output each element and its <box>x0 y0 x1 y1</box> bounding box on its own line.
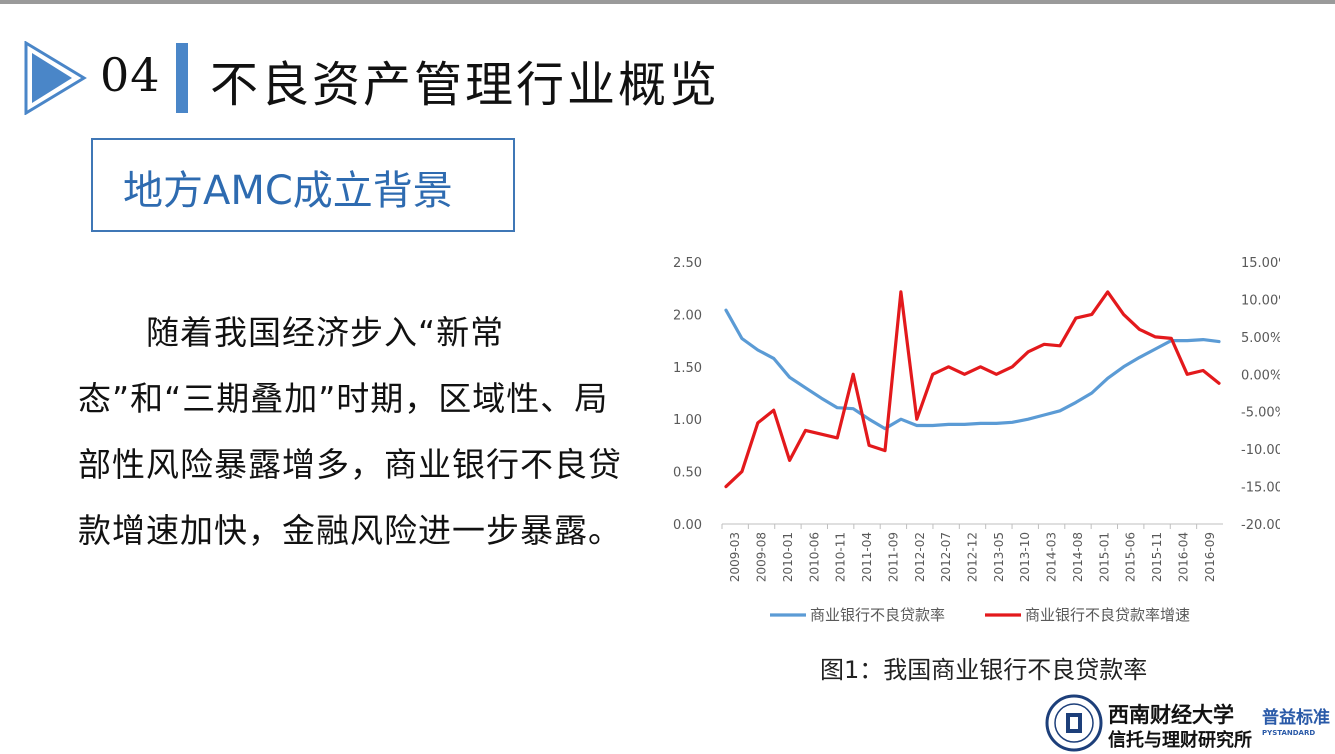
x-tick-label: 2016-09 <box>1203 532 1217 582</box>
y-right-tick-label: -10.00% <box>1241 443 1280 458</box>
x-tick-label: 2015-01 <box>1097 532 1111 582</box>
subtitle-box: 地方AMC成立背景 <box>91 138 515 232</box>
chart-caption: 图1：我国商业银行不良贷款率 <box>820 656 1148 684</box>
series-npl-growth-line <box>724 290 1221 489</box>
y-right-tick-label: 15.00% <box>1241 256 1280 271</box>
x-tick-label: 2009-08 <box>755 532 769 582</box>
logo-brand-name: 普益标准 <box>1262 707 1330 728</box>
x-tick-label: 2012-12 <box>966 532 980 582</box>
y-right-tick-label: -20.00% <box>1241 518 1280 533</box>
section-arrow-icon <box>24 41 87 115</box>
body-paragraph: 随着我国经济步入“新常态”和“三期叠加”时期，区域性、局部性风险暴露增多，商业银… <box>78 313 622 550</box>
y-left-tick-label: 1.50 <box>673 361 702 376</box>
x-tick-label: 2013-10 <box>1018 532 1032 582</box>
section-number: 04 <box>100 48 161 102</box>
logo-institute-name: 信托与理财研究所 <box>1108 729 1252 751</box>
top-rule <box>0 0 1335 4</box>
x-tick-label: 2009-03 <box>728 532 742 582</box>
x-tick-label: 2012-02 <box>913 532 927 582</box>
x-tick-label: 2011-04 <box>860 532 874 582</box>
section-divider-bar <box>176 43 188 113</box>
subtitle-text: 地方AMC成立背景 <box>123 168 453 214</box>
legend-label-npl-ratio: 商业银行不良贷款率 <box>810 606 945 624</box>
x-tick-label: 2011-09 <box>886 532 900 582</box>
y-left-tick-label: 0.00 <box>673 518 702 533</box>
university-seal-icon <box>1045 694 1103 752</box>
x-tick-label: 2013-05 <box>992 532 1006 582</box>
y-right-tick-label: 10.00% <box>1241 293 1280 308</box>
x-tick-label: 2010-11 <box>834 532 848 582</box>
y-left-tick-label: 2.50 <box>673 256 702 271</box>
logo-university-name: 西南财经大学 <box>1108 702 1234 727</box>
x-tick-label: 2014-08 <box>1071 532 1085 582</box>
x-tick-label: 2015-06 <box>1124 532 1138 582</box>
section-title: 不良资产管理行业概览 <box>210 57 721 113</box>
y-right-tick-label: -15.00% <box>1241 481 1280 496</box>
series-npl-ratio-line <box>724 308 1221 431</box>
x-tick-label: 2016-04 <box>1176 532 1190 582</box>
x-tick-label: 2014-03 <box>1045 532 1059 582</box>
y-right-tick-label: 0.00% <box>1241 368 1280 383</box>
logo: 西南财经大学 信托与理财研究所 普益标准 PYSTANDARD <box>1045 694 1330 752</box>
y-right-tick-label: 5.00% <box>1241 331 1280 346</box>
y-right-tick-label: -5.00% <box>1241 406 1280 421</box>
x-tick-label: 2010-06 <box>807 532 821 582</box>
npl-ratio-chart: 0.00 0.50 1.00 1.50 2.00 2.50 -20.00% -15.00% -1… <box>673 256 1280 624</box>
y-left-tick-label: 1.00 <box>673 413 702 428</box>
x-tick-label: 2015-11 <box>1150 532 1164 582</box>
logo-brand-en: PYSTANDARD <box>1262 729 1315 737</box>
legend-label-npl-growth: 商业银行不良贷款率增速 <box>1025 606 1190 624</box>
y-left-tick-label: 0.50 <box>673 466 702 481</box>
y-left-tick-label: 2.00 <box>673 308 702 323</box>
x-tick-label: 2012-07 <box>939 532 953 582</box>
x-tick-label: 2010-01 <box>781 532 795 582</box>
